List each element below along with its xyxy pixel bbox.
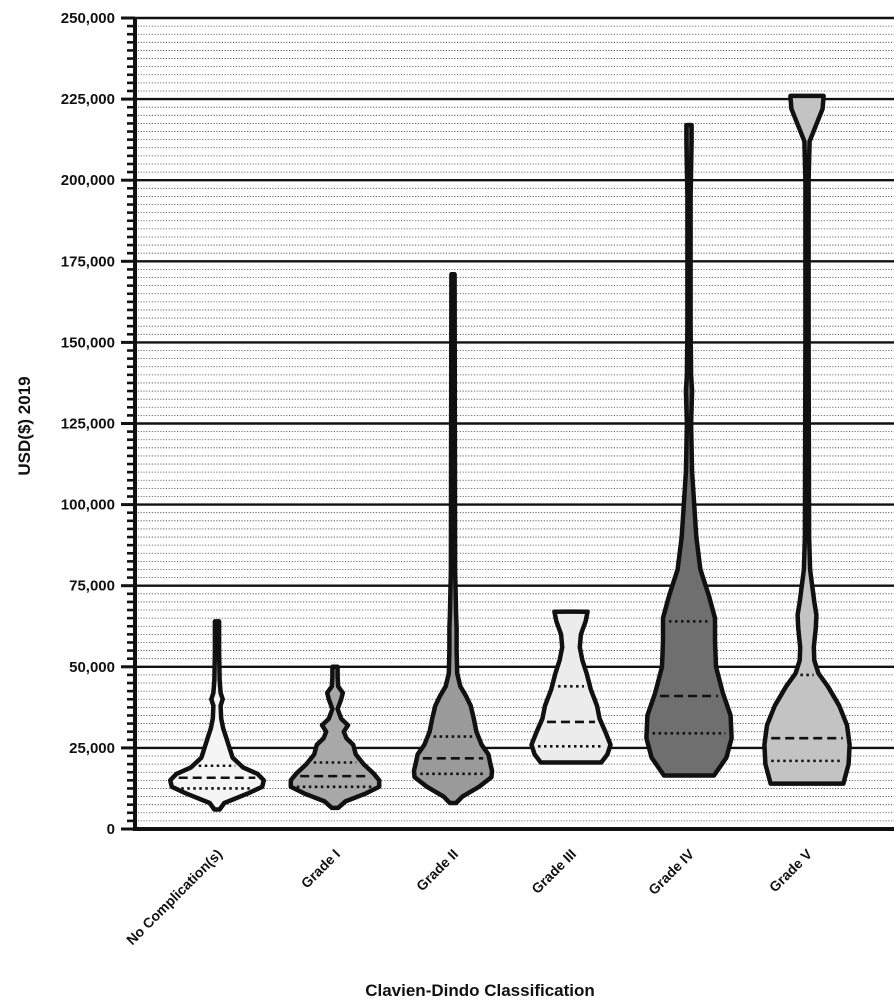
violin-body [167,619,267,812]
x-category-label: Grade III [528,846,579,897]
x-axis-labels: No Complication(s) Grade I Grade II Grade I… [123,845,816,948]
y-tick-label: 25,000 [69,740,115,757]
y-axis-title: USD($) 2019 [15,376,34,475]
violin-body [411,272,495,806]
y-axis: 0 25,000 50,000 75,000 100,000 125,000 150,000… [61,10,894,838]
violin-1 [167,619,267,812]
y-tick-label: 200,000 [61,172,115,189]
x-category-label: No Complication(s) [123,846,225,948]
violin-body [644,122,734,778]
y-tick-label: 125,000 [61,416,115,433]
y-tick-label: 225,000 [61,91,115,108]
violins [167,93,852,812]
x-axis-title: Clavien-Dindo Classification [365,981,595,1000]
y-tick-label: 50,000 [69,659,115,676]
violin-5 [644,122,734,778]
y-tick-label: 175,000 [61,253,115,270]
x-category-label: Grade I [298,846,343,891]
violin-3 [411,272,495,806]
y-tick-label: 75,000 [69,578,115,595]
violin-body [288,664,382,811]
grid-lines [135,16,894,822]
y-tick-label: 0 [107,821,115,838]
violin-6 [762,93,852,786]
x-category-label: Grade II [413,846,461,894]
violin-body [762,93,852,786]
x-category-label: Grade V [766,845,816,895]
y-tick-label: 250,000 [61,10,115,27]
y-tick-label: 150,000 [61,334,115,351]
y-tick-label: 100,000 [61,497,115,514]
x-category-label: Grade IV [645,845,697,897]
violin-2 [288,664,382,811]
violin-4 [529,609,613,765]
